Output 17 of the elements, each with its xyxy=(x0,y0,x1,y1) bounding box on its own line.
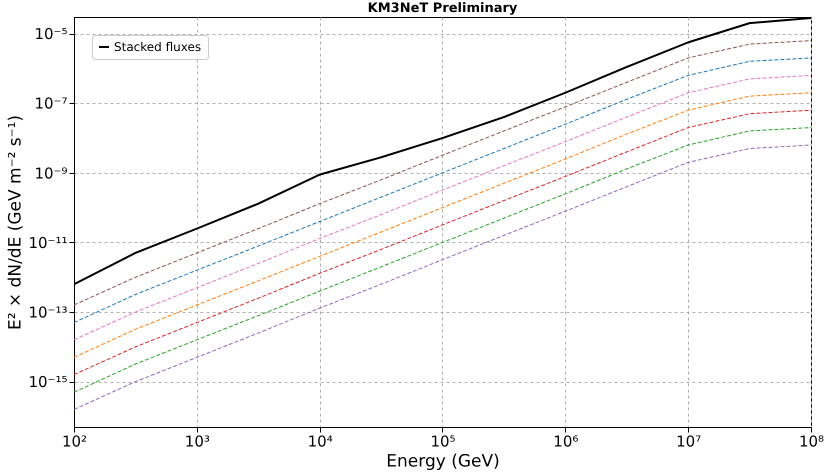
x-tick-label: 10⁴ xyxy=(308,432,333,450)
x-tick-label: 10⁵ xyxy=(430,432,456,450)
y-tick-label: 10⁻⁵ xyxy=(34,25,68,44)
y-tick-label: 10⁻⁷ xyxy=(34,94,68,113)
y-axis-title: E² × dN/dE (GeV m⁻² s⁻¹) xyxy=(5,114,26,330)
y-tick-label: 10⁻¹³ xyxy=(28,304,68,322)
y-tick-label: 10⁻⁹ xyxy=(34,164,68,182)
x-tick-label: 10⁸ xyxy=(798,432,824,450)
x-tick-label: 10⁶ xyxy=(553,432,578,450)
legend-label: Stacked fluxes xyxy=(114,40,202,54)
chart-title: KM3NeT Preliminary xyxy=(368,1,518,16)
y-tick-label: 10⁻¹⁵ xyxy=(28,373,68,392)
x-tick-label: 10² xyxy=(62,432,88,450)
x-tick-label: 10³ xyxy=(184,432,210,450)
x-tick-label: 10⁷ xyxy=(676,432,702,450)
y-tick-label: 10⁻¹¹ xyxy=(28,234,68,252)
x-axis-title: Energy (GeV) xyxy=(386,452,500,472)
